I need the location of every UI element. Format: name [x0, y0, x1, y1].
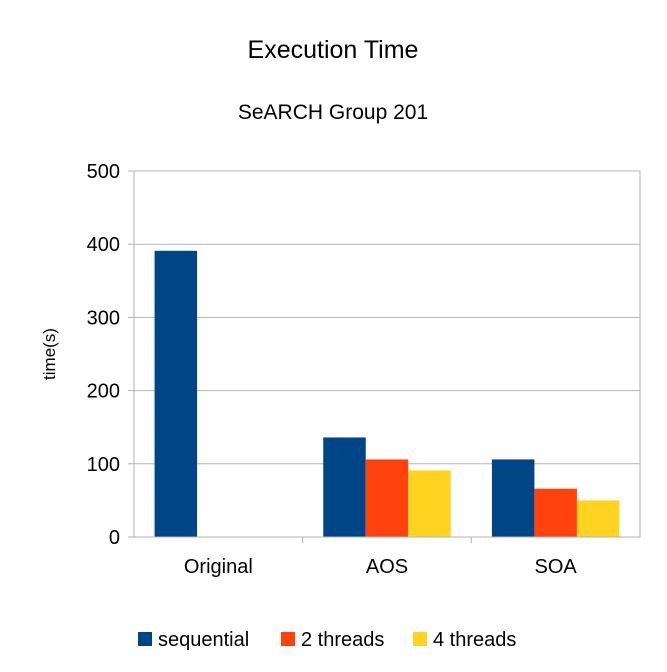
y-tick-label: 200 — [87, 381, 120, 403]
bar-soa-2-threads — [534, 488, 577, 537]
legend-label: 2 threads — [301, 629, 384, 651]
x-category-labels: Original AOS SOA — [184, 556, 578, 578]
chart-title: Execution Time — [248, 36, 419, 64]
x-category-label: SOA — [535, 556, 578, 578]
y-tick-label: 300 — [87, 307, 120, 329]
bar-soa-sequential — [491, 459, 535, 537]
x-category-label: Original — [184, 556, 253, 578]
bar-aos-sequential — [323, 437, 366, 537]
bar-aos-4-threads — [408, 470, 451, 537]
legend-label: 4 threads — [433, 629, 516, 651]
bars — [154, 250, 620, 537]
legend-swatch — [138, 632, 152, 646]
y-tick-label: 0 — [109, 527, 120, 549]
bar-soa-4-threads — [576, 500, 620, 537]
legend: sequential 2 threads 4 threads — [138, 629, 516, 651]
bar-aos-2-threads — [365, 459, 409, 537]
y-tick-label: 500 — [87, 161, 120, 183]
y-tick-label: 400 — [87, 234, 120, 256]
x-category-label: AOS — [366, 556, 408, 578]
y-tick-labels: 0 100 200 300 400 500 — [87, 161, 120, 549]
plot-frame — [133, 170, 641, 538]
y-axis-label: time(s) — [40, 328, 59, 380]
chart-subtitle: SeARCH Group 201 — [238, 101, 428, 124]
legend-swatch — [413, 632, 427, 646]
bar-original-sequential — [154, 250, 198, 537]
legend-swatch — [281, 632, 295, 646]
axes — [133, 170, 641, 538]
grid-lines — [128, 170, 640, 543]
y-tick-label: 100 — [87, 454, 120, 476]
legend-label: sequential — [158, 629, 249, 651]
